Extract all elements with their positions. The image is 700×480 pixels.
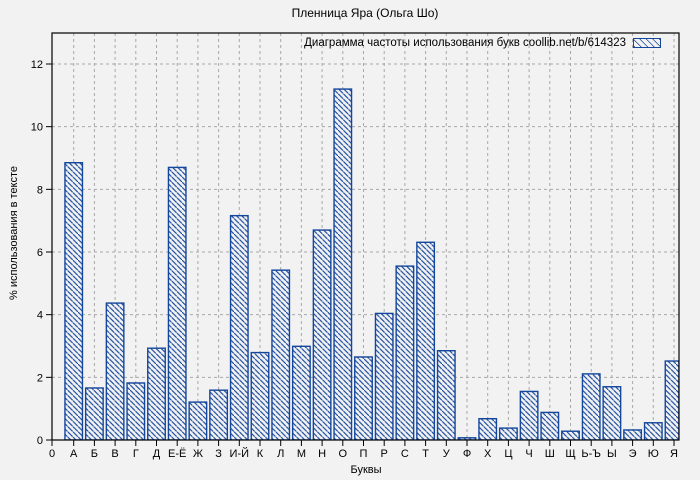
- bar-В: [105, 302, 125, 440]
- bar-Г: [126, 382, 146, 440]
- y-tick-label: 6: [37, 247, 43, 259]
- legend-hatched-swatch-icon: [633, 38, 661, 48]
- bar-Я: [664, 360, 679, 440]
- bar-Р: [374, 312, 394, 440]
- bar-А: [64, 161, 84, 440]
- bar-Щ: [561, 430, 580, 440]
- x-tick-label: Н: [318, 448, 326, 460]
- x-tick-label: Ш: [545, 448, 555, 460]
- x-tick-label: Х: [484, 448, 492, 460]
- y-tick-label: 0: [37, 435, 43, 447]
- bar-Д: [147, 347, 166, 440]
- bar-Е-Ё: [167, 166, 187, 440]
- x-axis-title: Буквы: [350, 464, 382, 476]
- x-tick-label: З: [215, 448, 222, 460]
- x-tick-label: Р: [381, 448, 388, 460]
- x-tick-label: Е-Ё: [168, 448, 186, 460]
- bar-П: [354, 356, 373, 440]
- bar-О: [333, 88, 353, 440]
- x-tick-label: Ч: [525, 448, 532, 460]
- bar-Т: [416, 241, 436, 440]
- x-tick-label: М: [297, 448, 306, 460]
- bar-С: [395, 265, 415, 440]
- legend: Диаграмма частоты использования букв coo…: [304, 37, 661, 49]
- bar-Ю: [643, 422, 663, 440]
- x-tick-label: Г: [133, 448, 139, 460]
- x-tick-label: Д: [153, 448, 161, 460]
- x-tick-label: А: [70, 448, 78, 460]
- chart-title: Пленница Яра (Ольга Шо): [291, 6, 439, 20]
- bar-Э: [623, 429, 643, 440]
- x-tick-label: Л: [277, 448, 284, 460]
- bar-К: [250, 351, 270, 440]
- y-axis-title: % использования в тексте: [8, 166, 20, 300]
- x-tick-label: В: [111, 448, 118, 460]
- plot-frame: [51, 32, 680, 441]
- bar-Ш: [540, 411, 560, 440]
- legend-label: Диаграмма частоты использования букв coo…: [304, 37, 626, 49]
- y-tick-label: 12: [31, 59, 43, 71]
- x-tick-label: Ь-Ъ: [581, 448, 601, 460]
- x-tick-label: Я: [670, 448, 678, 460]
- x-tick-label: Ц: [504, 448, 512, 460]
- bar-Ь-Ъ: [581, 373, 601, 440]
- bar-З: [209, 389, 229, 440]
- x-tick-label: Э: [629, 448, 637, 460]
- bar-Ч: [519, 390, 539, 440]
- y-tick-label: 4: [37, 310, 43, 322]
- x-tick-label: Т: [422, 448, 429, 460]
- x-tick-label: Ю: [648, 448, 659, 460]
- bar-Ф: [457, 437, 477, 440]
- y-tick-label: 10: [31, 122, 43, 134]
- bar-Б: [84, 387, 104, 440]
- x-tick-label: Б: [91, 448, 98, 460]
- x-tick-label: П: [360, 448, 368, 460]
- bar-Х: [478, 417, 498, 440]
- x-origin-label: 0: [49, 448, 55, 460]
- bar-Н: [312, 229, 332, 440]
- x-tick-label: Ы: [607, 448, 617, 460]
- x-tick-label: Ф: [463, 448, 471, 460]
- x-tick-label: У: [443, 448, 451, 460]
- bar-У: [436, 350, 456, 440]
- x-tick-label: Щ: [565, 448, 575, 460]
- y-tick-label: 2: [37, 372, 43, 384]
- x-tick-label: С: [401, 448, 409, 460]
- bar-Ж: [188, 401, 208, 440]
- x-tick-label: Ж: [193, 448, 203, 460]
- x-tick-label: И-Й: [230, 447, 249, 460]
- bar-Л: [271, 269, 291, 440]
- y-tick-label: 8: [37, 184, 43, 196]
- x-tick-label: К: [257, 448, 264, 460]
- bar-Ц: [498, 427, 518, 440]
- bar-И-Й: [229, 214, 249, 440]
- x-tick-label: О: [339, 448, 348, 460]
- bar-М: [291, 345, 311, 440]
- bar-Ы: [602, 386, 622, 440]
